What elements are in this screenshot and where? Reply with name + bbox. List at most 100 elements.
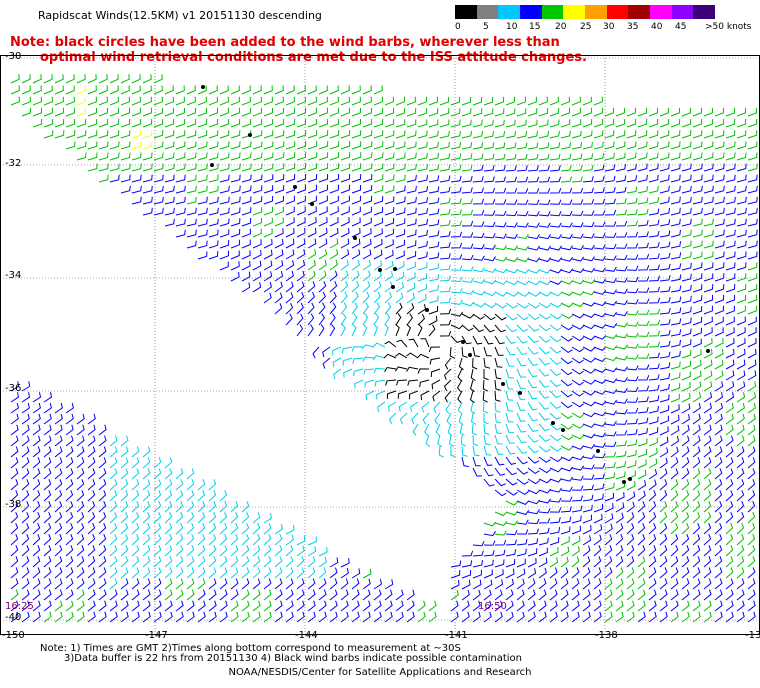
wind-barb <box>307 611 316 623</box>
wind-barb <box>76 107 86 117</box>
wind-barb <box>109 611 118 623</box>
wind-barb <box>736 338 746 348</box>
wind-barb <box>582 589 591 601</box>
wind-barb <box>659 383 670 392</box>
wind-barb <box>538 291 552 297</box>
wind-barb <box>439 231 451 238</box>
wind-barb <box>648 416 659 425</box>
wind-barb <box>681 600 690 612</box>
wind-barb <box>230 578 239 590</box>
wind-barb <box>747 130 758 139</box>
wind-barb <box>296 184 306 194</box>
wind-barb <box>527 445 539 454</box>
wind-barb <box>648 297 661 304</box>
wind-barb <box>153 130 164 139</box>
wind-barb <box>736 413 745 425</box>
wind-barb <box>615 141 626 150</box>
wind-barb <box>395 152 406 161</box>
wind-barb <box>307 206 317 216</box>
wind-barb <box>65 545 74 557</box>
wind-barb <box>362 259 372 271</box>
wind-barb <box>456 379 463 393</box>
wind-barb <box>571 600 580 612</box>
wind-barb <box>395 185 406 194</box>
wind-barb <box>164 207 175 216</box>
wind-barb <box>307 141 318 150</box>
wind-barb <box>538 368 550 377</box>
wind-barb <box>65 534 74 546</box>
wind-barb <box>505 578 514 590</box>
wind-barb <box>54 402 63 414</box>
wind-barb <box>384 302 392 315</box>
wind-barb <box>362 107 372 117</box>
wind-barb <box>153 85 163 95</box>
wind-barb <box>197 512 206 524</box>
wind-barb <box>21 479 30 491</box>
wind-barb <box>384 340 397 348</box>
wind-barb <box>263 281 272 293</box>
wind-barb <box>329 313 336 326</box>
wind-barb <box>65 490 74 502</box>
wind-barb <box>32 424 41 436</box>
wind-barb <box>615 152 626 161</box>
wind-barb <box>208 512 217 524</box>
wind-barb <box>681 435 690 447</box>
wind-barb <box>538 357 550 366</box>
wind-barb <box>296 578 305 590</box>
wind-barb <box>98 567 107 579</box>
wind-barb <box>659 319 671 326</box>
wind-barb <box>472 198 485 205</box>
wind-barb <box>384 600 393 612</box>
wind-barb <box>670 501 679 513</box>
wind-barb <box>153 479 162 491</box>
wind-barb <box>318 611 327 623</box>
wind-barb <box>164 534 173 546</box>
wind-barb <box>131 545 140 557</box>
wind-barb <box>747 262 758 271</box>
wind-barb <box>21 523 30 535</box>
wind-barb <box>153 512 162 524</box>
colorbar-swatch-1 <box>476 5 499 19</box>
wind-barb <box>692 468 701 480</box>
wind-barb <box>626 567 635 579</box>
wind-barb <box>626 428 638 436</box>
wind-barb <box>560 313 574 320</box>
wind-barb <box>241 512 250 524</box>
wind-barb <box>725 392 735 403</box>
wind-barb <box>98 479 107 491</box>
wind-barb <box>428 252 440 260</box>
wind-barb <box>362 249 372 260</box>
wind-barb <box>409 390 419 400</box>
wind-barb <box>54 490 63 502</box>
wind-barb <box>362 96 372 106</box>
wind-barb <box>65 435 74 447</box>
wind-barb <box>725 327 735 337</box>
wind-barb <box>384 366 397 373</box>
wind-barb <box>219 218 230 227</box>
wind-barb <box>593 187 605 194</box>
wind-barb <box>615 288 628 294</box>
wind-barb <box>65 589 74 601</box>
wind-barb <box>109 174 120 183</box>
wind-barb <box>626 460 637 469</box>
wind-barb <box>637 534 646 546</box>
wind-barb <box>703 589 712 601</box>
wind-barb <box>43 107 53 117</box>
wind-barb <box>98 468 107 480</box>
wind-barb <box>747 338 757 348</box>
wind-barb <box>274 107 284 117</box>
wind-barb <box>351 238 361 249</box>
wind-barb <box>186 174 197 183</box>
wind-barb <box>197 229 208 238</box>
wind-barb <box>296 173 307 183</box>
wind-barb <box>681 611 690 623</box>
wind-barb <box>571 495 583 502</box>
wind-barb <box>593 589 602 601</box>
wind-barb <box>483 131 494 139</box>
wind-barb <box>571 279 585 285</box>
wind-barb <box>364 379 375 388</box>
wind-barb <box>351 270 360 282</box>
wind-barb <box>516 176 529 183</box>
wind-barb <box>296 324 304 337</box>
wind-barb <box>395 611 404 623</box>
